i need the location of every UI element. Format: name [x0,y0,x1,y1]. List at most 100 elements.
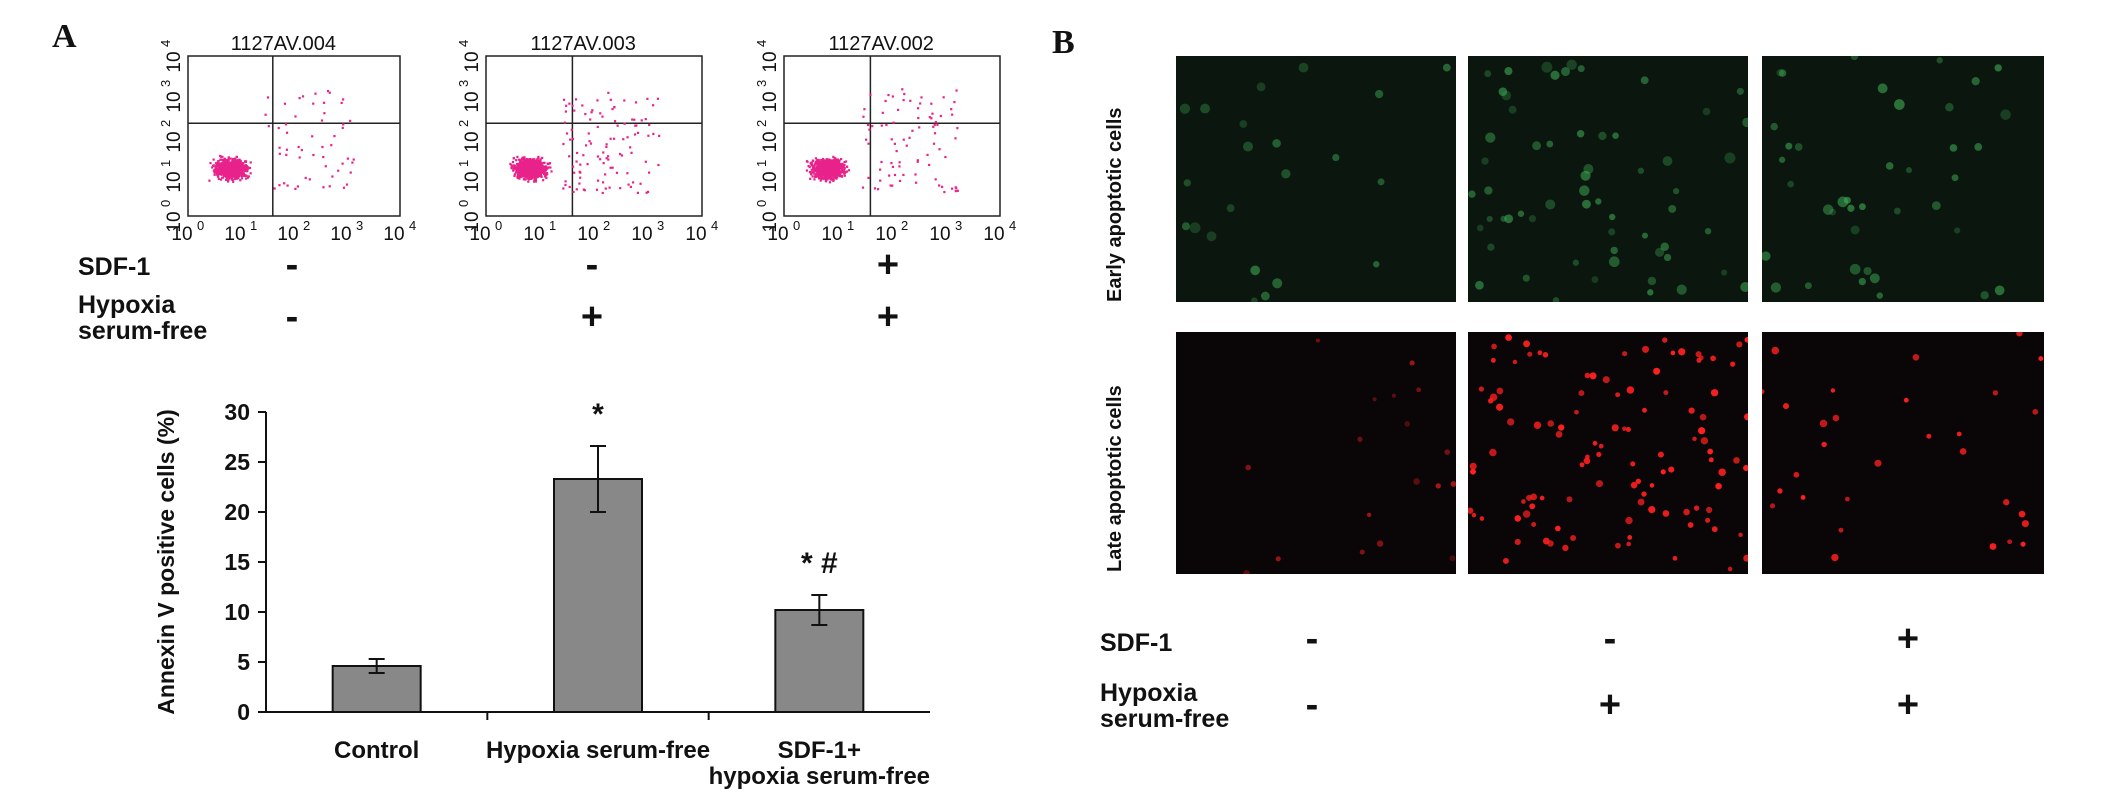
flow-plot-2: 1127AV.003 10 0 10 1 10 2 10 3 10 4 10 0 10 1 10 2 10 3 10 4 [456,33,718,245]
flow-x-tick-exp: 1 [549,218,556,233]
flow-y-tick: 10 1 [754,160,781,193]
micro-early-sdf-hypoxia [1762,56,2044,302]
flow-y-tick: 10 3 [456,80,483,113]
flow-y-tick: 10 4 [158,40,185,73]
flow-x-tick-exp: 0 [495,218,502,233]
svg-text:10: 10 [462,91,483,112]
svg-text:1: 1 [158,160,173,167]
panel-a-hypoxia-sign-3: + [876,296,900,338]
panel-a-hypoxia-label-line2: serum-free [78,317,208,345]
flow-y-tick: 10 2 [456,120,483,153]
row-label-late: Late apoptotic cells [1104,385,1126,572]
svg-text:2: 2 [456,120,471,127]
flow-events [509,91,661,195]
panel-a-hypoxia-label-line1: Hypoxia [78,291,176,319]
panel-b-hypoxia-sign-3: + [1896,684,1920,726]
y-tick-label: 0 [237,699,250,725]
flow-x-tick-exp: 4 [1009,218,1016,233]
panel-b-sdf-label: SDF-1 [1100,629,1173,657]
flow-x-tick-exp: 3 [356,218,363,233]
flow-x-tick: 10 [469,224,490,245]
flow-x-tick: 10 [929,224,950,245]
svg-text:10: 10 [760,211,781,232]
flow-x-tick-exp: 0 [793,218,800,233]
category-label-2: Hypoxia serum-free [486,737,710,764]
svg-text:10: 10 [164,51,185,72]
panel-b-sdf-sign-1: - [1305,618,1319,660]
flow-y-tick: 10 0 [754,200,781,233]
panel-b-sdf-sign-3: + [1896,618,1920,660]
flow-x-tick: 10 [224,224,245,245]
flow-y-tick: 10 4 [456,40,483,73]
svg-text:1: 1 [754,160,769,167]
panel-a-hypoxia-sign-1: - [285,296,299,338]
flow-x-tick-exp: 2 [603,218,610,233]
category-label-3: SDF-1+ [778,737,861,764]
flow-plot-title: 1127AV.004 [231,33,336,55]
y-tick-label: 10 [224,599,250,625]
flow-x-tick: 10 [875,224,896,245]
svg-text:10: 10 [164,131,185,152]
flow-y-tick: 10 0 [158,200,185,233]
panel-b-hypoxia-label-line1: Hypoxia [1100,679,1198,707]
flow-x-tick-exp: 2 [901,218,908,233]
svg-text:0: 0 [456,200,471,207]
svg-text:1: 1 [456,160,471,167]
flow-y-tick: 10 1 [456,160,483,193]
row-label-early: Early apoptotic cells [1104,107,1126,302]
svg-text:4: 4 [754,40,769,47]
flow-x-tick-exp: 1 [250,218,257,233]
y-tick-label: 20 [224,499,250,525]
flow-events [805,88,959,194]
flow-events [208,89,355,190]
flow-plot-title: 1127AV.002 [829,33,934,55]
flow-y-tick: 10 3 [754,80,781,113]
flow-x-tick: 10 [577,224,598,245]
svg-text:2: 2 [754,120,769,127]
panel-b-letter: B [1052,24,1075,61]
flow-x-tick: 10 [523,224,544,245]
y-tick-label: 25 [224,449,250,475]
flow-plot-title: 1127AV.003 [531,33,636,55]
svg-text:3: 3 [158,80,173,87]
svg-text:10: 10 [760,91,781,112]
flow-y-tick: 10 4 [754,40,781,73]
panel-b-hypoxia-label-line2: serum-free [1100,705,1230,733]
category-label-3: hypoxia serum-free [709,763,930,790]
panel-a-sdf-sign-2: - [585,244,599,286]
flow-x-tick: 10 [767,224,788,245]
bar-chart: Annexin V positive cells (%) 0 5 10 15 20 25 30… [153,398,930,790]
flow-y-tick: 10 1 [158,160,185,193]
svg-text:10: 10 [164,171,185,192]
svg-text:10: 10 [462,171,483,192]
flow-x-tick-exp: 4 [409,218,416,233]
panel-a-sdf-label: SDF-1 [78,253,151,281]
micro-early-hypoxia [1468,56,1748,302]
bar-2 [553,478,643,713]
category-label-1: Control [334,737,419,764]
bar-3 [774,609,865,713]
micro-early-control [1176,56,1456,302]
flow-plot-frame [187,55,401,217]
flow-x-tick-exp: 3 [955,218,962,233]
flow-y-tick: 10 2 [754,120,781,153]
y-axis-label: Annexin V positive cells (%) [153,409,179,714]
micro-late-control [1176,332,1456,574]
flow-x-tick-exp: 1 [847,218,854,233]
svg-text:10: 10 [164,211,185,232]
flow-x-tick: 10 [277,224,298,245]
svg-text:10: 10 [462,51,483,72]
micro-late-sdf-hypoxia [1762,332,2044,574]
flow-x-tick: 10 [631,224,652,245]
svg-text:10: 10 [760,171,781,192]
flow-x-tick-exp: 4 [711,218,718,233]
flow-x-tick-exp: 3 [657,218,664,233]
panel-a-sdf-sign-1: - [285,244,299,286]
flow-x-tick: 10 [821,224,842,245]
svg-text:4: 4 [158,40,173,47]
panel-a-letter: A [52,18,77,55]
flow-plot-frame [485,55,703,217]
significance-marker-2: * [592,398,604,431]
flow-plot-frame [783,55,1001,217]
